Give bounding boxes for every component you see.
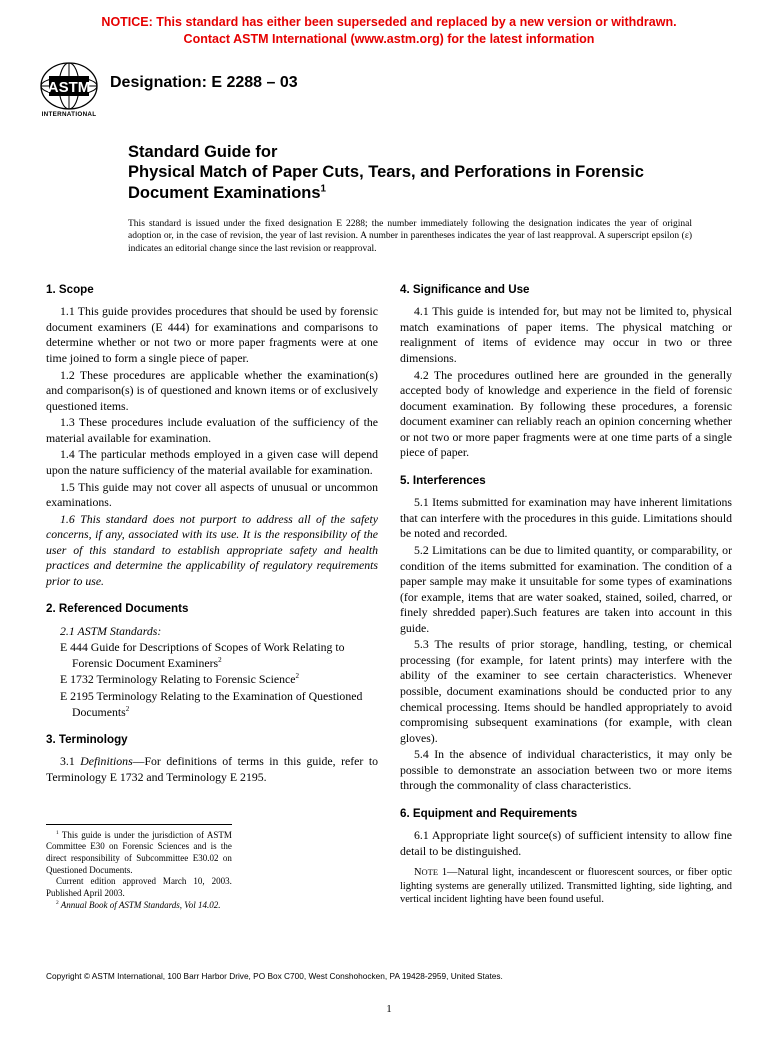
sec5-p3: 5.3 The results of prior storage, handli…	[400, 637, 732, 746]
sec5-p4: 5.4 In the absence of individual charact…	[400, 747, 732, 794]
astm-logo: ASTM INTERNATIONAL	[38, 62, 100, 118]
sec1-p5: 1.5 This guide may not cover all aspects…	[46, 480, 378, 511]
sec6-p1: 6.1 Appropriate light source(s) of suffi…	[400, 828, 732, 859]
sec4-head: 4. Significance and Use	[400, 282, 732, 297]
sec1-p4: 1.4 The particular methods employed in a…	[46, 447, 378, 478]
notice-banner: NOTICE: This standard has either been su…	[0, 0, 778, 52]
right-column: 4. Significance and Use 4.1 This guide i…	[400, 282, 732, 911]
sec2-head: 2. Referenced Documents	[46, 601, 378, 616]
body-columns: 1. Scope 1.1 This guide provides procedu…	[0, 256, 778, 911]
svg-text:ASTM: ASTM	[48, 79, 91, 96]
notice-line2: Contact ASTM International (www.astm.org…	[184, 32, 595, 46]
sec1-p1: 1.1 This guide provides procedures that …	[46, 304, 378, 366]
ref-e2195: E 2195 Terminology Relating to the Exami…	[46, 689, 378, 720]
sec1-p6: 1.6 This standard does not purport to ad…	[46, 512, 378, 590]
astm-logo-mark: ASTM	[40, 62, 98, 110]
fn1: 1 This guide is under the jurisdiction o…	[46, 830, 232, 877]
title-pre: Standard Guide for	[128, 142, 718, 163]
designation: Designation: E 2288 – 03	[110, 74, 298, 92]
header-row: ASTM INTERNATIONAL Designation: E 2288 –…	[0, 52, 778, 124]
sec5-p1: 5.1 Items submitted for examination may …	[400, 495, 732, 542]
ref-e444: E 444 Guide for Descriptions of Scopes o…	[46, 640, 378, 671]
sec3-p1: 3.1 Definitions—For definitions of terms…	[46, 754, 378, 785]
notice-line1: NOTICE: This standard has either been su…	[101, 15, 676, 29]
page-number: 1	[0, 981, 778, 1015]
issue-note: This standard is issued under the fixed …	[0, 204, 778, 256]
sec4-p1: 4.1 This guide is intended for, but may …	[400, 304, 732, 366]
sec1-head: 1. Scope	[46, 282, 378, 297]
sec1-p3: 1.3 These procedures include evaluation …	[46, 415, 378, 446]
ref-e1732: E 1732 Terminology Relating to Forensic …	[46, 672, 378, 688]
sec2-sub: 2.1 ASTM Standards:	[46, 624, 378, 640]
fn1b: Current edition approved March 10, 2003.…	[46, 876, 232, 899]
footnotes: 1 This guide is under the jurisdiction o…	[46, 824, 232, 912]
sec6-note: NOTE 1—Natural light, incandescent or fl…	[400, 866, 732, 907]
title-block: Standard Guide for Physical Match of Pap…	[0, 124, 778, 204]
sec5-head: 5. Interferences	[400, 473, 732, 488]
fn2: 2 Annual Book of ASTM Standards, Vol 14.…	[46, 900, 232, 912]
title-main: Physical Match of Paper Cuts, Tears, and…	[128, 162, 718, 203]
sec5-p2: 5.2 Limitations can be due to limited qu…	[400, 543, 732, 636]
sec3-head: 3. Terminology	[46, 732, 378, 747]
sec1-p2: 1.2 These procedures are applicable whet…	[46, 368, 378, 415]
left-column: 1. Scope 1.1 This guide provides procedu…	[46, 282, 378, 911]
logo-subtext: INTERNATIONAL	[42, 111, 97, 118]
copyright: Copyright © ASTM International, 100 Barr…	[0, 911, 778, 981]
sec6-head: 6. Equipment and Requirements	[400, 806, 732, 821]
sec4-p2: 4.2 The procedures outlined here are gro…	[400, 368, 732, 461]
